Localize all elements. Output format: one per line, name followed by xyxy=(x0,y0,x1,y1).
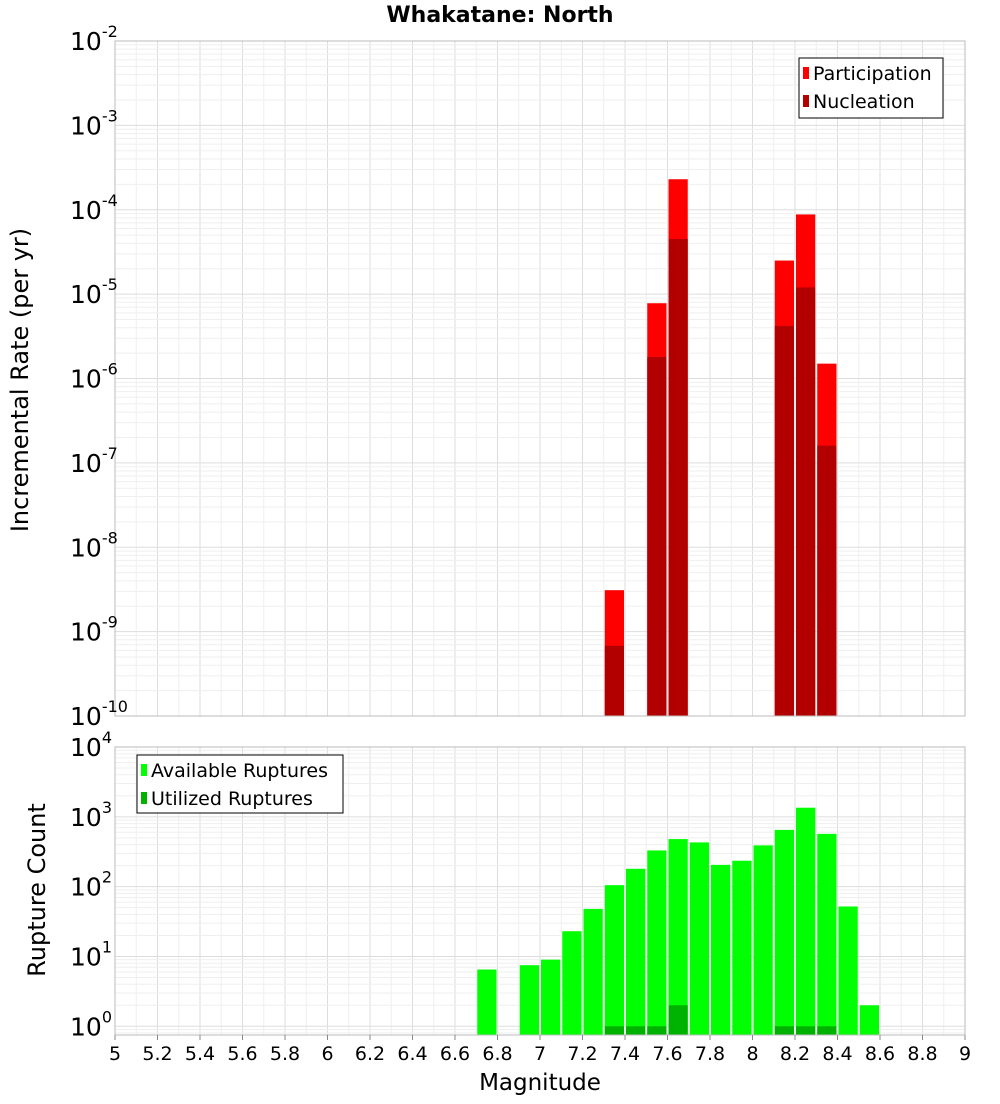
bar-available-ruptures xyxy=(604,885,624,1035)
legend-swatch xyxy=(141,764,147,776)
bar-available-ruptures xyxy=(562,931,582,1035)
x-tick-label: 5.6 xyxy=(227,1043,257,1065)
bar-available-ruptures xyxy=(838,906,858,1035)
bar-available-ruptures xyxy=(477,969,497,1035)
bar-utilized-ruptures xyxy=(668,1005,688,1035)
x-tick-label: 6.6 xyxy=(440,1043,470,1065)
bar-available-ruptures xyxy=(668,839,688,1035)
bar-utilized-ruptures xyxy=(774,1026,794,1035)
bar-utilized-ruptures xyxy=(626,1026,646,1035)
top-plot-panel: 10-10 10-9 10-8 10-7 10-6 10-5 10-4 10-3 10-2 Par… xyxy=(70,22,966,731)
chart-title: Whakatane: North xyxy=(386,3,613,28)
x-tick-label: 5.2 xyxy=(142,1043,172,1065)
x-tick-label: 8.8 xyxy=(907,1043,937,1065)
bar-nucleation xyxy=(774,325,794,716)
legend: Participation Nucleation xyxy=(798,57,944,119)
x-tick-label: 7.6 xyxy=(652,1043,682,1065)
bar-available-ruptures xyxy=(583,908,603,1035)
x-tick-label: 5 xyxy=(109,1043,121,1065)
y-tick-label: 102 xyxy=(70,868,112,902)
y-tick-label: 10-10 xyxy=(70,697,128,731)
bar-available-ruptures xyxy=(647,850,667,1035)
legend-label: Available Ruptures xyxy=(151,760,328,782)
y-tick-label: 10-8 xyxy=(70,528,118,562)
bar-nucleation xyxy=(817,445,837,716)
legend-label: Participation xyxy=(813,63,932,85)
x-tick-label: 5.4 xyxy=(185,1043,215,1065)
bar-utilized-ruptures xyxy=(604,1026,624,1035)
legend: Available Ruptures Utilized Ruptures xyxy=(136,754,344,814)
x-tick-label: 6 xyxy=(321,1043,333,1065)
bar-available-ruptures xyxy=(732,860,752,1035)
bottom-y-axis-label: Rupture Count xyxy=(23,803,51,977)
bar-available-ruptures xyxy=(711,864,731,1035)
y-tick-label: 10-9 xyxy=(70,613,118,647)
x-tick-label: 8.6 xyxy=(865,1043,895,1065)
y-tick-label: 103 xyxy=(70,798,112,832)
x-tick-labels: 5 5.2 5.4 5.6 5.8 6 6.2 6.4 6.6 6.8 7 7.2 7.4 7.6 7.8 8… xyxy=(109,1035,971,1065)
y-tick-label: 10-6 xyxy=(70,360,118,394)
y-tick-label: 10-2 xyxy=(70,22,118,56)
bottom-plot-panel: 100 101 102 103 104 Available Ruptures Utilize… xyxy=(70,728,966,1041)
legend-swatch xyxy=(803,67,809,79)
x-tick-label: 6.2 xyxy=(355,1043,385,1065)
bar-available-ruptures xyxy=(753,845,773,1035)
bar-utilized-ruptures xyxy=(817,1026,837,1035)
legend-label: Utilized Ruptures xyxy=(151,788,313,810)
legend-swatch xyxy=(803,95,809,107)
legend-label: Nucleation xyxy=(813,91,915,113)
legend-box xyxy=(136,754,344,814)
x-tick-label: 7.4 xyxy=(610,1043,640,1065)
bar-available-ruptures xyxy=(689,842,709,1035)
plot-frame xyxy=(114,40,966,717)
top-y-axis-label: Incremental Rate (per yr) xyxy=(6,228,34,532)
bar-nucleation xyxy=(604,645,624,716)
y-tick-label: 10-7 xyxy=(70,444,118,478)
y-tick-label: 101 xyxy=(70,937,112,971)
x-tick-label: 6.8 xyxy=(482,1043,512,1065)
y-tick-label: 10-3 xyxy=(70,106,118,140)
y-tick-label: 100 xyxy=(70,1007,112,1041)
bar-available-ruptures xyxy=(519,965,539,1035)
bar-available-ruptures xyxy=(626,868,646,1035)
x-tick-label: 8.2 xyxy=(780,1043,810,1065)
bar-available-ruptures xyxy=(796,807,816,1035)
x-tick-label: 7 xyxy=(534,1043,546,1065)
x-tick-label: 7.8 xyxy=(695,1043,725,1065)
legend-box xyxy=(798,57,944,119)
x-tick-label: 6.4 xyxy=(397,1043,427,1065)
x-tick-label: 9 xyxy=(959,1043,971,1065)
legend-swatch xyxy=(141,792,147,804)
bar-utilized-ruptures xyxy=(796,1026,816,1035)
bar-available-ruptures xyxy=(859,1005,879,1035)
bar-nucleation xyxy=(647,356,667,716)
y-tick-label: 10-5 xyxy=(70,275,118,309)
bar-utilized-ruptures xyxy=(647,1026,667,1035)
bar-available-ruptures xyxy=(541,959,561,1035)
bar-nucleation xyxy=(668,239,688,716)
x-tick-label: 5.8 xyxy=(270,1043,300,1065)
bar-available-ruptures xyxy=(817,833,837,1035)
bar-available-ruptures xyxy=(774,829,794,1035)
x-tick-label: 8.4 xyxy=(822,1043,852,1065)
bar-nucleation xyxy=(796,287,816,716)
x-tick-label: 7.2 xyxy=(567,1043,597,1065)
y-tick-label: 104 xyxy=(70,728,112,762)
y-tick-label: 10-4 xyxy=(70,191,118,225)
x-tick-label: 8 xyxy=(746,1043,758,1065)
x-axis-label: Magnitude xyxy=(479,1070,601,1096)
